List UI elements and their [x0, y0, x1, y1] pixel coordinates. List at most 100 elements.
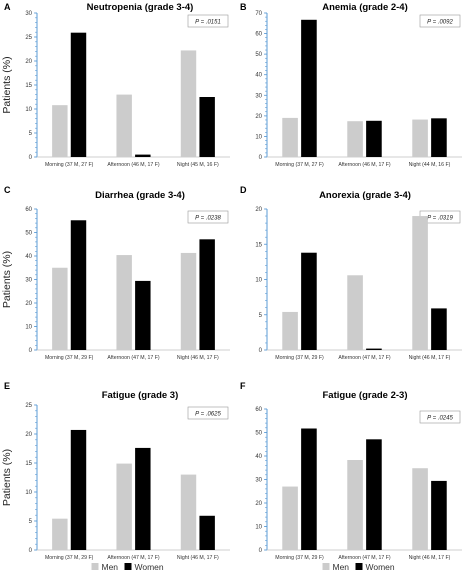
legend-swatch-women — [124, 563, 132, 570]
y-tick-label: 5 — [29, 519, 33, 525]
category-label: Afternoon (47 M, 17 F) — [338, 555, 390, 561]
y-tick-label: 10 — [25, 325, 32, 331]
y-tick-label: 40 — [25, 254, 32, 260]
category-label: Night (46 M, 17 F) — [409, 555, 451, 561]
y-tick-label: 60 — [255, 407, 262, 413]
category-label: Afternoon (47 M, 17 F) — [107, 555, 159, 561]
p-value-label: P = .0092 — [427, 20, 453, 26]
y-tick-label: 15 — [25, 83, 32, 89]
category-label: Morning (37 M, 29 F) — [275, 555, 324, 561]
chart-panel-d: D Anorexia (grade 3-4) 0 5 10 15 20 P = .0319 Mo… — [240, 185, 462, 361]
category-label: Night (44 M, 16 F) — [409, 162, 451, 168]
p-value-box — [419, 14, 461, 28]
bar-women — [301, 428, 317, 550]
bar-men — [116, 255, 132, 350]
bar-men — [282, 117, 298, 157]
bar-men — [116, 463, 132, 550]
bar-men — [116, 94, 132, 157]
y-axis-label: Patients (%) — [1, 449, 13, 506]
chart-title: Neutropenia (grade 3-4) — [87, 2, 194, 13]
bar-men — [52, 105, 68, 157]
y-tick-label: 10 — [25, 107, 32, 113]
bar-women — [135, 280, 151, 350]
legend-label-women: Women — [366, 562, 395, 572]
bar-women — [199, 515, 215, 550]
category-label: Morning (37 M, 27 F) — [275, 162, 324, 168]
legend-swatch-men — [91, 563, 99, 570]
y-tick-label: 70 — [255, 11, 262, 17]
bar-women — [135, 154, 151, 157]
bar-men — [180, 252, 197, 350]
legend-swatch-men — [322, 563, 330, 570]
panel-letter: B — [240, 2, 247, 12]
bar-men — [412, 468, 428, 550]
bar-women — [301, 19, 317, 157]
bar-men — [412, 216, 428, 350]
bar-women — [135, 447, 151, 550]
y-tick-label: 10 — [255, 525, 262, 531]
bar-women — [70, 32, 87, 157]
p-value-label: P = .0319 — [427, 216, 453, 222]
y-tick-label: 50 — [25, 231, 32, 237]
y-tick-label: 0 — [29, 548, 33, 554]
y-axis-label: Patients (%) — [1, 56, 13, 113]
y-tick-label: 20 — [255, 114, 262, 120]
panel-letter: C — [4, 185, 11, 195]
y-tick-label: 50 — [255, 52, 262, 58]
y-tick-label: 40 — [255, 73, 262, 79]
bar-women — [70, 220, 87, 350]
y-tick-label: 50 — [255, 431, 262, 437]
p-value-box — [187, 406, 229, 420]
y-tick-label: 20 — [255, 207, 262, 213]
p-value-label: P = .0245 — [427, 416, 453, 422]
y-tick-label: 40 — [255, 454, 262, 460]
p-value-box — [187, 14, 229, 28]
y-tick-label: 20 — [25, 432, 32, 438]
bar-women — [199, 239, 215, 350]
y-tick-label: 0 — [259, 548, 263, 554]
y-tick-label: 0 — [29, 348, 33, 354]
chart-panel-b: B Anemia (grade 2-4) 0 10 20 30 40 50 60 70 P = .0… — [240, 2, 462, 168]
bar-women — [431, 118, 447, 157]
category-label: Morning (37 M, 29 F) — [275, 355, 324, 361]
p-value-label: P = .0238 — [195, 216, 221, 222]
panel-letter: D — [240, 185, 247, 195]
y-tick-label: 5 — [259, 313, 263, 319]
y-tick-label: 10 — [25, 490, 32, 496]
category-label: Afternoon (46 M, 17 F) — [107, 162, 159, 168]
category-label: Night (46 M, 17 F) — [177, 355, 219, 361]
legend-swatch-women — [355, 563, 363, 570]
p-value-box — [187, 210, 229, 224]
y-tick-label: 60 — [255, 32, 262, 38]
y-tick-label: 25 — [25, 35, 32, 41]
chart-title: Diarrhea (grade 3-4) — [95, 190, 185, 201]
bar-women — [431, 308, 447, 350]
bar-women — [301, 252, 317, 350]
y-tick-label: 30 — [25, 11, 32, 17]
bar-men — [282, 311, 298, 350]
y-tick-label: 60 — [25, 207, 32, 213]
y-tick-label: 0 — [259, 348, 263, 354]
y-tick-label: 15 — [25, 461, 32, 467]
y-tick-label: 20 — [25, 59, 32, 65]
y-tick-label: 20 — [25, 301, 32, 307]
bar-men — [412, 119, 428, 157]
chart-panel-e: E Fatigue (grade 3) 0 5 10 15 20 25 P = .0625 Mor… — [1, 381, 230, 572]
bar-men — [347, 459, 363, 550]
category-label: Morning (37 M, 29 F) — [45, 555, 94, 561]
chart-title: Fatigue (grade 3) — [102, 390, 179, 401]
bar-women — [366, 120, 382, 157]
legend-label-men: Men — [333, 562, 350, 572]
p-value-box — [419, 410, 461, 424]
legend-label-women: Women — [135, 562, 164, 572]
bar-women — [70, 429, 87, 550]
bar-women — [431, 480, 447, 550]
category-label: Afternoon (47 M, 17 F) — [338, 355, 390, 361]
chart-title: Anemia (grade 2-4) — [322, 2, 408, 13]
category-label: Morning (37 M, 29 F) — [45, 355, 94, 361]
category-label: Afternoon (46 M, 17 F) — [338, 162, 390, 168]
y-tick-label: 30 — [255, 478, 262, 484]
bar-men — [282, 486, 298, 550]
